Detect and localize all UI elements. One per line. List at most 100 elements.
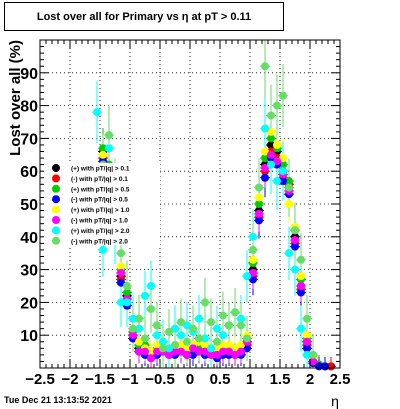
x-tick-label: −2 <box>61 371 78 388</box>
x-tick-label: −1 <box>121 371 138 388</box>
data-point <box>225 347 233 356</box>
data-point <box>303 344 311 353</box>
data-point <box>237 321 245 330</box>
data-point <box>135 337 143 346</box>
data-point <box>123 282 131 290</box>
data-point <box>279 177 287 186</box>
y-tick-label: 30 <box>20 263 38 280</box>
data-point <box>243 334 251 343</box>
data-point <box>165 344 173 353</box>
data-point <box>207 318 215 327</box>
data-point <box>261 163 269 172</box>
data-point <box>297 288 305 297</box>
data-point <box>255 183 263 192</box>
data-point <box>183 321 191 330</box>
legend-entry: (-) with pT/|q| > 0.5 <box>71 197 128 204</box>
legend-entry: (-) with pT/|q| > 2.0 <box>71 238 128 245</box>
data-point <box>303 331 311 340</box>
data-point <box>213 350 221 359</box>
data-point <box>153 321 161 330</box>
data-point <box>243 272 251 281</box>
data-point <box>171 341 179 350</box>
data-point <box>99 245 107 254</box>
data-point <box>141 291 149 300</box>
data-point <box>147 304 155 313</box>
data-point <box>213 337 221 346</box>
data-point <box>291 236 299 245</box>
data-point <box>297 282 305 290</box>
data-point <box>99 150 107 159</box>
data-point <box>279 154 287 163</box>
data-point <box>219 331 227 340</box>
data-point <box>201 341 209 350</box>
data-point <box>135 314 143 323</box>
data-point <box>201 334 209 343</box>
data-point <box>309 350 317 359</box>
data-point <box>273 140 281 149</box>
legend-marker <box>52 236 60 245</box>
x-axis-label: η <box>331 393 339 409</box>
data-point <box>285 177 293 186</box>
data-point <box>267 111 275 120</box>
data-point <box>237 314 245 323</box>
data-point <box>213 344 221 353</box>
legend-marker <box>52 226 60 235</box>
legend-entry: (-) with pT/|q| > 0.1 <box>71 176 128 183</box>
data-point <box>135 324 143 333</box>
data-point <box>171 347 179 356</box>
data-point <box>279 160 287 169</box>
y-tick-label: 50 <box>20 197 38 214</box>
data-point <box>129 331 137 340</box>
data-point <box>231 350 239 359</box>
data-point <box>303 350 311 359</box>
data-point <box>123 298 131 307</box>
data-point <box>285 249 293 258</box>
data-point <box>177 318 185 327</box>
data-point <box>267 134 275 143</box>
data-point <box>237 341 245 350</box>
data-point <box>303 337 311 346</box>
y-tick-label: 90 <box>20 66 38 83</box>
y-tick-label: 10 <box>20 328 38 345</box>
data-point <box>219 347 227 356</box>
data-point <box>147 282 155 290</box>
data-point <box>279 91 287 100</box>
data-point <box>297 324 305 333</box>
data-point <box>255 216 263 225</box>
data-point <box>171 324 179 333</box>
data-point <box>285 183 293 192</box>
data-point <box>153 347 161 356</box>
data-point <box>183 337 191 346</box>
y-tick-label: 40 <box>20 230 38 247</box>
x-tick-label: 2 <box>306 371 314 388</box>
data-point <box>225 321 233 330</box>
y-tick-label: 80 <box>20 99 38 116</box>
data-point <box>297 272 305 281</box>
data-point <box>177 347 185 356</box>
data-point <box>93 108 101 117</box>
y-tick-label: 20 <box>20 295 38 312</box>
legend: (+) with pT/|q| > 0.1 (-) with pT/|q| > 0… <box>44 163 160 245</box>
data-point <box>297 255 305 264</box>
data-point <box>213 324 221 333</box>
data-point <box>177 341 185 350</box>
data-point <box>225 341 233 350</box>
data-point <box>147 347 155 356</box>
legend-entry: (+) with pT/|q| > 0.1 <box>71 166 130 173</box>
legend-entry: (+) with pT/|q| > 1.0 <box>71 207 130 214</box>
data-point <box>267 127 275 136</box>
data-point <box>117 262 125 271</box>
data-point <box>219 311 227 320</box>
title-box: Lost over all for Primary vs η at pT > 0… <box>4 2 284 31</box>
data-point <box>195 314 203 323</box>
data-point <box>99 144 107 153</box>
data-point <box>237 347 245 356</box>
data-point <box>207 350 215 359</box>
chart-title: Lost over all for Primary vs η at pT > 0… <box>36 10 252 23</box>
data-point <box>249 255 257 264</box>
data-point <box>189 344 197 353</box>
data-point <box>279 167 287 176</box>
x-tick-label: −2.5 <box>25 371 55 388</box>
legend-entry: (+) with pT/|q| > 0.5 <box>71 186 130 193</box>
